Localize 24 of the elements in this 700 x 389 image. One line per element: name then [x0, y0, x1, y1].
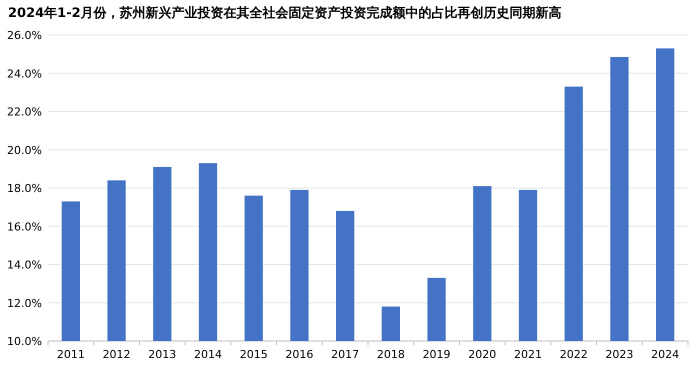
- y-tick-label: 10.0%: [7, 335, 42, 348]
- x-tick-label: 2017: [331, 348, 360, 361]
- x-tick-label: 2019: [422, 348, 451, 361]
- x-tick-label: 2022: [560, 348, 588, 361]
- y-tick-label: 24.0%: [7, 67, 42, 80]
- y-tick-label: 26.0%: [7, 29, 42, 42]
- y-tick-label: 14.0%: [7, 258, 42, 272]
- chart-title: 2024年1-2月份，苏州新兴产业投资在其全社会固定资产投资完成额中的占比再创历史同期新高: [8, 5, 562, 21]
- x-tick-label: 2021: [514, 348, 542, 361]
- x-tick-label: 2016: [285, 348, 314, 361]
- y-tick-label: 22.0%: [7, 106, 42, 118]
- y-tick-label: 16.0%: [7, 220, 42, 234]
- x-tick-label: 2023: [605, 348, 634, 361]
- y-tick-label: 20.0%: [7, 144, 42, 157]
- x-tick-label: 2014: [194, 348, 222, 361]
- x-tick-label: 2018: [376, 348, 405, 361]
- x-tick-label: 2012: [102, 348, 131, 361]
- y-tick-label: 12.0%: [7, 296, 42, 310]
- x-tick-label: 2024: [651, 348, 680, 361]
- x-tick-label: 2020: [468, 348, 496, 361]
- y-tick-label: 18.0%: [7, 182, 42, 195]
- x-tick-label: 2011: [56, 348, 85, 361]
- x-tick-label: 2013: [148, 348, 176, 361]
- x-tick-label: 2015: [240, 348, 268, 361]
